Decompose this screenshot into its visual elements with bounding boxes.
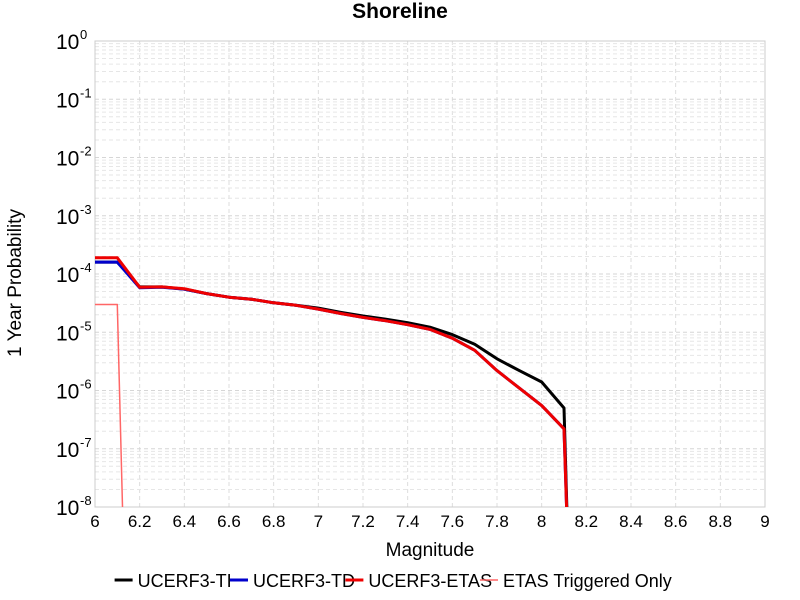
x-tick-label: 8.8 xyxy=(709,512,733,531)
x-tick-label: 8.6 xyxy=(664,512,688,531)
y-tick-exponent: -2 xyxy=(80,144,92,159)
chart-title: Shoreline xyxy=(352,0,448,23)
y-tick-exponent: -8 xyxy=(80,493,92,508)
y-tick-exponent: -3 xyxy=(80,202,92,217)
x-tick-label: 6.6 xyxy=(217,512,241,531)
y-tick-exponent: -6 xyxy=(80,377,92,392)
grid xyxy=(94,41,766,508)
y-tick-label: 10 xyxy=(56,31,79,54)
plot-area-frame xyxy=(94,40,766,508)
y-tick-exponent: 0 xyxy=(80,27,87,42)
y-tick-label: 10 xyxy=(56,148,79,171)
legend: UCERF3-TI UCERF3-TD UCERF3-ETAS ETAS Trigge… xyxy=(114,571,672,591)
y-tick-exponent: -1 xyxy=(80,85,92,100)
y-tick-exponent: -5 xyxy=(80,318,92,333)
series-line-3 xyxy=(95,256,569,507)
x-tick-label: 7.2 xyxy=(351,512,375,531)
legend-label: UCERF3-TI xyxy=(138,571,232,591)
series-layer xyxy=(95,256,569,507)
x-tick-label: 9 xyxy=(760,512,769,531)
legend-label: UCERF3-TD xyxy=(253,571,355,591)
x-tick-label: 8 xyxy=(537,512,546,531)
x-tick-labels: 6 6.2 6.4 6.6 6.8 7 7.2 7.4 7.6 7.8 8 8.2 8.4 8.6 8.8 9 xyxy=(90,512,769,531)
y-tick-exponent: -4 xyxy=(80,260,92,275)
y-tick-label: 10 xyxy=(56,206,79,229)
y-tick-label: 10 xyxy=(56,89,79,112)
legend-label: UCERF3-ETAS xyxy=(368,571,492,591)
x-tick-label: 7.6 xyxy=(441,512,465,531)
x-tick-label: 6 xyxy=(90,512,99,531)
legend-label: ETAS Triggered Only xyxy=(503,571,672,591)
x-tick-label: 6.4 xyxy=(173,512,197,531)
y-axis-label: 1 Year Probability xyxy=(5,209,26,357)
x-tick-label: 7 xyxy=(314,512,323,531)
y-tick-label: 10 xyxy=(56,322,79,345)
y-tick-exponent: -7 xyxy=(80,435,92,450)
y-tick-label: 10 xyxy=(56,439,79,462)
y-tick-label: 10 xyxy=(56,381,79,404)
x-axis-label: Magnitude xyxy=(386,540,475,561)
y-tick-label: 10 xyxy=(56,264,79,287)
y-tick-label: 10 xyxy=(56,497,79,520)
x-tick-label: 6.2 xyxy=(128,512,152,531)
x-tick-label: 8.4 xyxy=(619,512,643,531)
x-tick-label: 7.4 xyxy=(396,512,420,531)
x-tick-label: 6.8 xyxy=(262,512,286,531)
x-tick-label: 8.2 xyxy=(575,512,599,531)
series-line-4 xyxy=(95,303,124,507)
x-tick-label: 7.8 xyxy=(485,512,509,531)
